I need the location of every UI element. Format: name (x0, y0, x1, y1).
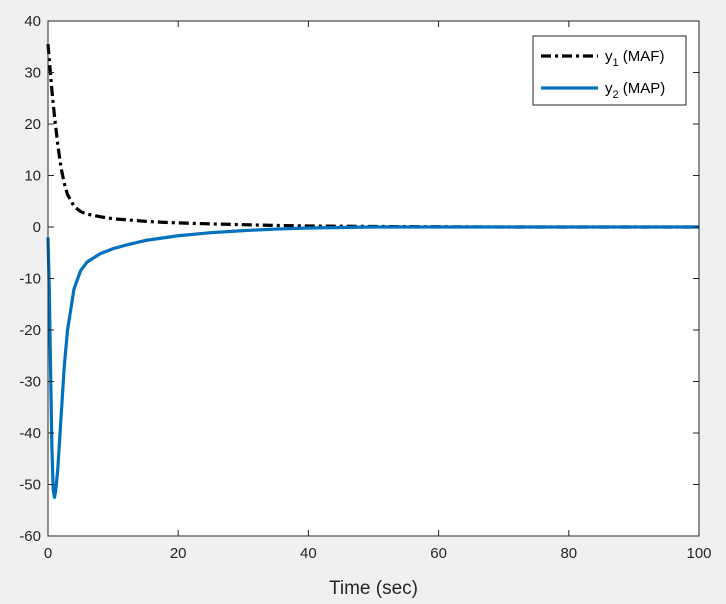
x-tick-label: 20 (170, 545, 187, 562)
y-tick-label: 0 (33, 219, 41, 236)
series-layer (46, 44, 699, 499)
x-tick-label: 40 (300, 545, 317, 562)
y-tick-label: 40 (24, 13, 41, 30)
y-tick-label: -30 (19, 374, 41, 391)
y-tick-label: 20 (24, 116, 41, 133)
y-tick-label: 10 (24, 168, 41, 185)
x-tick-label: 0 (44, 545, 52, 562)
legend-box (532, 35, 687, 106)
x-tick-label: 80 (560, 545, 577, 562)
y-tick-label: -40 (19, 425, 41, 442)
y-tick-label: -10 (19, 271, 41, 288)
plot-area (48, 21, 699, 536)
series-line-y2 (46, 225, 699, 499)
y-tick-label: 30 (24, 65, 41, 82)
y-tick-label: -20 (19, 322, 41, 339)
x-tick-label: 100 (686, 545, 711, 562)
legend-label-y2: y2 (MAP) (605, 80, 665, 101)
y-tick-label: -60 (19, 528, 41, 545)
legend: y1 (MAF) y2 (MAP) (532, 35, 687, 106)
x-axis-title: Time (sec) (329, 578, 418, 599)
y-tick-label: -50 (19, 477, 41, 494)
legend-label-y1: y1 (MAF) (605, 48, 664, 69)
x-tick-label: 60 (430, 545, 447, 562)
